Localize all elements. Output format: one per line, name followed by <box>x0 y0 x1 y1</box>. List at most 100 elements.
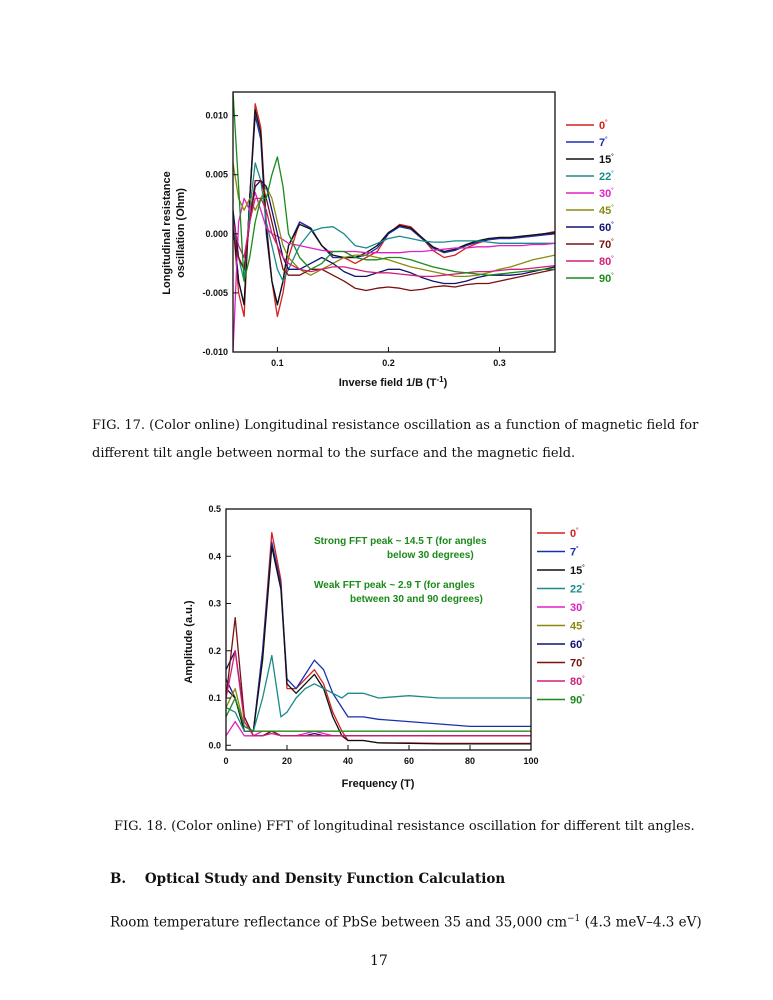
legend-label-15: 15° <box>599 154 614 166</box>
legend-label-70: 70° <box>570 658 585 670</box>
series-line-22 <box>226 654 531 732</box>
annotation-strong-line1: Strong FFT peak ~ 14.5 T (for angles <box>314 536 487 547</box>
legend-degree: ° <box>582 621 585 627</box>
legend-label-15: 15° <box>570 565 585 577</box>
legend-degree: ° <box>611 205 614 211</box>
figure-18-caption: FIG. 18. (Color online) FFT of longitudi… <box>114 819 695 834</box>
y-axis-label: Amplitude (a.u.) <box>183 600 195 683</box>
x-tick-label: 0.3 <box>493 358 506 368</box>
legend-degree: ° <box>611 171 614 177</box>
legend-label-45: 45° <box>599 205 614 217</box>
legend-label-7: 7° <box>570 547 579 559</box>
series-line-90 <box>233 92 555 282</box>
series-line-70 <box>233 179 555 292</box>
x-axis-label: Frequency (T) <box>342 778 415 790</box>
series-line-30 <box>233 191 555 352</box>
legend-degree: ° <box>582 584 585 590</box>
plot-frame <box>232 91 556 353</box>
legend-label-80: 80° <box>599 256 614 268</box>
series-line-0 <box>226 531 531 745</box>
y-tick-label: -0.005 <box>202 288 228 298</box>
legend-degree: ° <box>582 602 585 608</box>
series-line-15 <box>226 546 531 745</box>
legend-degree: ° <box>582 565 585 571</box>
legend-degree: ° <box>611 154 614 160</box>
legend-label-90: 90° <box>599 273 614 285</box>
x-axis-label-sup: -1 <box>437 375 445 384</box>
annotation-weak-line2: between 30 and 90 degrees) <box>350 594 483 605</box>
x-tick-label: 0.1 <box>271 358 284 368</box>
legend: 0° 7° 15° 22° 30° 45° 60° 70° 80° 90° <box>566 120 614 285</box>
legend-degree: ° <box>611 256 614 262</box>
legend-label-80: 80° <box>570 676 585 688</box>
y-tick-label: -0.010 <box>202 347 228 357</box>
y-tick-label: 0.010 <box>205 111 228 121</box>
series-line-22 <box>233 162 555 282</box>
legend-degree: ° <box>582 639 585 645</box>
x-axis-label-close: ) <box>444 377 448 389</box>
section-text-sup: −1 <box>567 914 581 924</box>
y-tick-label: 0.5 <box>208 504 221 514</box>
x-axis-label: Inverse field 1/B (T-1) <box>339 375 448 389</box>
series-line-80 <box>226 650 531 737</box>
series-line-45 <box>226 687 531 732</box>
series-line-70 <box>226 617 531 737</box>
legend-degree: ° <box>582 695 585 701</box>
x-tick-label: 40 <box>343 756 353 766</box>
legend-label-22: 22° <box>599 171 614 183</box>
legend: 0° 7° 15° 22° 30° 45° 60° 70° 80° 90° <box>537 528 585 707</box>
figure-17-chart: Longitudinal resistance oscillation (Ohm… <box>161 91 614 389</box>
section-text-start: Room temperature reflectance of PbSe bet… <box>110 914 568 931</box>
plot-lines <box>233 92 555 352</box>
legend-degree: ° <box>605 137 608 143</box>
section-text-end: (4.3 meV–4.3 eV) <box>580 914 702 931</box>
plot-frame <box>225 508 532 751</box>
x-tick-label: 60 <box>404 756 414 766</box>
section-heading: B. Optical Study and Density Function Ca… <box>110 871 506 887</box>
figure-17-caption-line2: different tilt angle between normal to t… <box>92 446 576 461</box>
y-axis-label-line1: Longitudinal resistance <box>161 171 173 294</box>
figure-17-caption: FIG. 17. (Color online) Longitudinal res… <box>92 412 699 468</box>
annotation-weak-line1: Weak FFT peak ~ 2.9 T (for angles <box>314 580 475 591</box>
x-axis-label-text: Inverse field 1/B (T <box>339 377 437 389</box>
legend-label-45: 45° <box>570 621 585 633</box>
legend-degree: ° <box>582 676 585 682</box>
legend-label-0: 0° <box>570 528 579 540</box>
x-tick-label: 0 <box>223 756 228 766</box>
plot-lines <box>226 531 531 745</box>
legend-degree: ° <box>576 528 579 534</box>
legend-label-70: 70° <box>599 239 614 251</box>
y-tick-label: 0.1 <box>208 693 221 703</box>
series-line-7 <box>226 541 531 732</box>
legend-label-0: 0° <box>599 120 608 132</box>
legend-label-60: 60° <box>570 639 585 651</box>
annotation-strong-line2: below 30 degrees) <box>387 550 474 561</box>
y-tick-label: 0.005 <box>205 170 228 180</box>
series-line-90 <box>226 697 531 732</box>
legend-degree: ° <box>582 658 585 664</box>
y-tick-label: 0.2 <box>208 646 221 656</box>
y-axis-label-line2: oscillation (Ohm) <box>175 188 187 278</box>
y-tick-label: 0.000 <box>205 229 228 239</box>
y-tick-label: 0.0 <box>208 740 221 750</box>
series-line-80 <box>233 197 555 278</box>
figure-18-chart: Amplitude (a.u.) Frequency (T) Strong FF… <box>183 504 585 790</box>
legend-label-22: 22° <box>570 584 585 596</box>
legend-label-7: 7° <box>599 137 608 149</box>
x-tick-label: 20 <box>282 756 292 766</box>
legend-degree: ° <box>576 547 579 553</box>
legend-label-30: 30° <box>570 602 585 614</box>
legend-degree: ° <box>611 188 614 194</box>
series-line-60 <box>226 650 531 737</box>
figure-17-caption-line1: FIG. 17. (Color online) Longitudinal res… <box>92 418 699 433</box>
x-tick-label: 100 <box>523 756 538 766</box>
x-tick-label: 0.2 <box>382 358 395 368</box>
section-text: Room temperature reflectance of PbSe bet… <box>110 914 702 931</box>
legend-degree: ° <box>611 239 614 245</box>
legend-degree: ° <box>611 222 614 228</box>
legend-degree: ° <box>605 120 608 126</box>
legend-label-30: 30° <box>599 188 614 200</box>
y-tick-label: 0.3 <box>208 599 221 609</box>
legend-label-90: 90° <box>570 695 585 707</box>
